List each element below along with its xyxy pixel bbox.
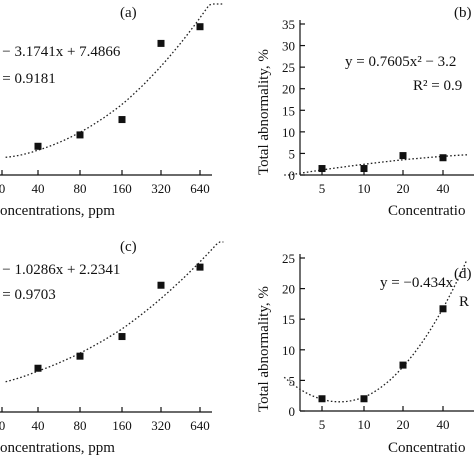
panel-b-label: (b) <box>454 5 472 21</box>
panel-a-x-tick-label: 80 <box>74 181 87 196</box>
panel-c-data-point <box>118 333 126 341</box>
panel-b-data-point <box>399 152 407 160</box>
panel-b-r2: R² = 0.9 <box>413 78 462 94</box>
panel-d-y-tick-label: 15 <box>282 312 295 327</box>
panel-b-equation: y = 0.7605x² − 3.2 <box>345 54 456 70</box>
panel-d-x-tick-label: 10 <box>358 417 371 432</box>
panel-c-x-tick-label: 320 <box>151 418 171 433</box>
panel-c-xlabel: oncentrations, ppm <box>0 440 115 456</box>
panel-d-x-tick-label: 40 <box>437 417 450 432</box>
panel-a-x-tick-label: 40 <box>32 181 45 196</box>
panel-a-data-point <box>34 142 42 150</box>
panel-c-x-tick-label: 80 <box>74 418 87 433</box>
panel-b-y-tick-label: 20 <box>282 82 295 97</box>
panel-d-y-tick-label: 20 <box>282 282 295 297</box>
panel-d-x-tick-label: 5 <box>319 417 326 432</box>
panel-b-data-point <box>360 165 368 173</box>
panel-a-x-tick-label: 640 <box>190 181 210 196</box>
panel-c-data-point <box>196 263 204 271</box>
panel-b-xlabel: Concentratio <box>388 203 465 219</box>
panel-a-data-point <box>76 131 84 139</box>
panel-b-trendline <box>284 154 468 176</box>
panel-b-ylabel: Total abnormality, % <box>256 49 272 175</box>
panel-c-data-point <box>157 281 165 289</box>
panel-a-x-tick-label: 320 <box>151 181 171 196</box>
panel-b-x-tick-label: 20 <box>397 181 410 196</box>
panel-a-x-tick-label: 0 <box>0 181 5 196</box>
panel-d-label: (d) <box>454 266 472 282</box>
panel-d-x-tick-label: 20 <box>397 417 410 432</box>
panel-d-data-point <box>439 305 447 313</box>
panel-b-y-tick-label: 10 <box>282 125 295 140</box>
panel-b-y-tick-label: 35 <box>282 17 295 32</box>
panel-b-y-tick-label: 0 <box>289 168 296 183</box>
panel-a-data-point <box>196 23 204 31</box>
panel-a-trendline <box>5 3 224 158</box>
panel-b-x-tick-label: 10 <box>358 181 371 196</box>
panel-b-y-tick-label: 15 <box>282 103 295 118</box>
panel-a-x-tick-label: 160 <box>112 181 132 196</box>
panel-d-equation: y = −0.434x <box>380 275 454 291</box>
panel-c-label: (c) <box>120 239 137 255</box>
panel-a-r2: ² = 0.9181 <box>0 71 56 87</box>
panel-b-x-tick-label: 40 <box>437 181 450 196</box>
panel-d-y-tick-label: 0 <box>289 404 296 419</box>
panel-b-data-point <box>318 165 326 173</box>
panel-d-y-tick-label: 25 <box>282 251 295 266</box>
panel-d-data-point <box>399 361 407 369</box>
panel-d-y-tick-label: 5 <box>289 373 296 388</box>
panel-a-xlabel: oncentrations, ppm <box>0 203 115 219</box>
panel-b-y-tick-label: 30 <box>282 39 295 54</box>
panel-a-data-point <box>118 116 126 124</box>
panel-b-y-tick-label: 25 <box>282 60 295 75</box>
panel-a-label: (a) <box>120 5 137 21</box>
panel-c-equation: ² − 1.0286x + 2.2341 <box>0 262 120 278</box>
panel-c-x-tick-label: 40 <box>32 418 45 433</box>
panel-a-data-point <box>157 39 165 47</box>
panel-b-x-tick-label: 5 <box>319 181 326 196</box>
panel-b-data-point <box>439 154 447 162</box>
panel-a-equation: ² − 3.1741x + 7.4866 <box>0 44 121 60</box>
panel-d-r2: R <box>459 294 469 310</box>
panel-c-x-tick-label: 640 <box>190 418 210 433</box>
panel-c-x-tick-label: 0 <box>0 418 5 433</box>
panel-d-xlabel: Concentratio <box>388 440 465 456</box>
panel-c-data-point <box>76 352 84 360</box>
panel-c-r2: ² = 0.9703 <box>0 287 56 303</box>
panel-d-data-point <box>318 395 326 403</box>
panel-d-ylabel: Total abnormality, % <box>256 286 272 412</box>
panel-b-y-tick-label: 5 <box>289 146 296 161</box>
panel-d-data-point <box>360 395 368 403</box>
panel-c-data-point <box>34 364 42 372</box>
panel-c-x-tick-label: 160 <box>112 418 132 433</box>
panel-d-y-tick-label: 10 <box>282 343 295 358</box>
